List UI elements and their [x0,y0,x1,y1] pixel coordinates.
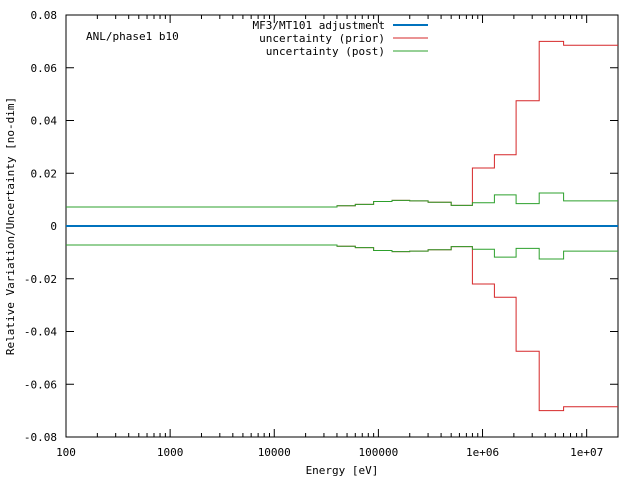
x-tick-label: 1e+06 [466,446,499,459]
series-line-uncertainty-prior [66,40,618,208]
y-tick-label: 0.06 [31,62,58,75]
y-tick-label: 0.08 [31,9,58,22]
legend-label: uncertainty (prior) [259,32,385,45]
y-axis-label: Relative Variation/Uncertainty [no-dim] [4,97,17,355]
plot-annotation: ANL/phase1 b10 [86,30,179,43]
y-tick-label: -0.06 [24,378,57,391]
y-tick-label: 0.04 [31,115,58,128]
x-tick-label: 10000 [258,446,291,459]
y-tick-label: -0.04 [24,326,57,339]
x-axis-label: Energy [eV] [306,464,379,477]
x-tick-label: 100000 [359,446,399,459]
x-tick-label: 1000 [157,446,184,459]
y-tick-label: -0.02 [24,273,57,286]
y-tick-label: -0.08 [24,431,57,444]
x-tick-label: 100 [56,446,76,459]
series-line-uncertainty-post [66,192,618,208]
y-tick-label: 0.02 [31,167,58,180]
series-line-uncertainty-prior-negative [66,244,618,412]
legend-label: MF3/MT101 adjustment [253,19,385,32]
legend-label: uncertainty (post) [266,45,385,58]
series-line-uncertainty-post-negative [66,244,618,260]
x-tick-label: 1e+07 [570,446,603,459]
y-tick-label: 0 [50,220,57,233]
